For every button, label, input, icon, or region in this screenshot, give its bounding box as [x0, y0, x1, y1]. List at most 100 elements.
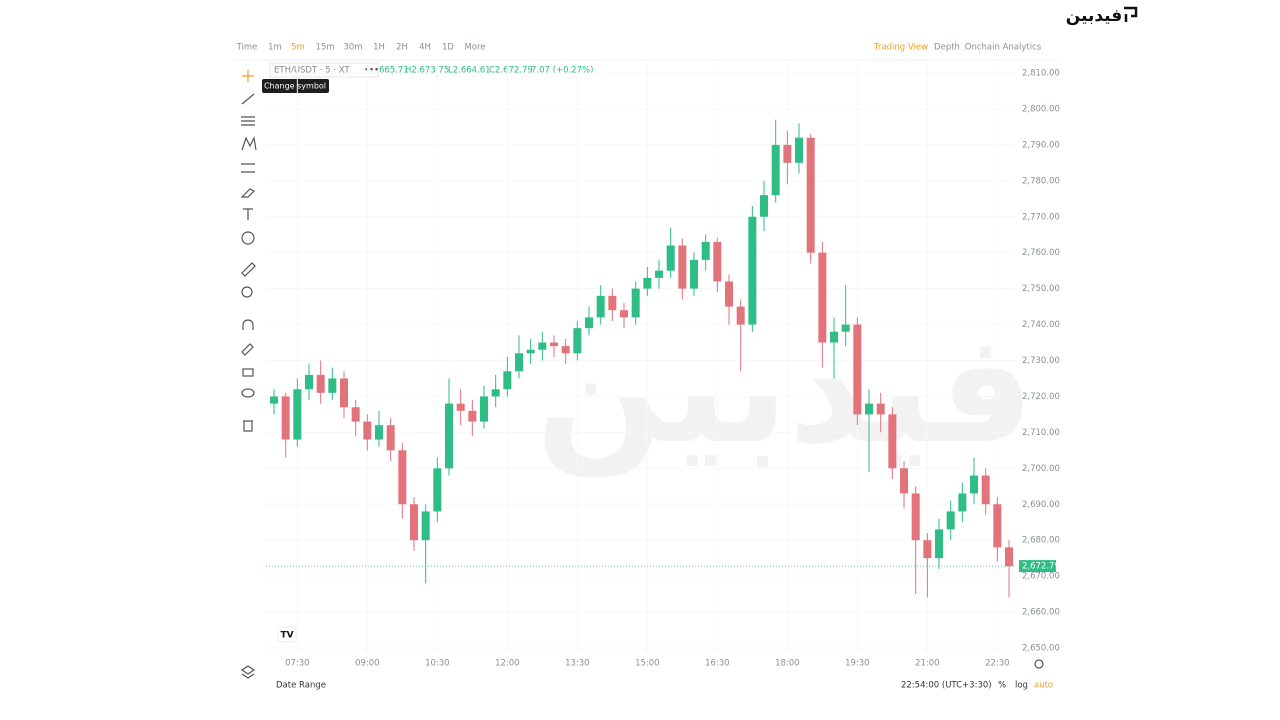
x-tick-label: 07:30	[285, 659, 310, 669]
projection-tool[interactable]	[241, 163, 255, 173]
lock-draw-tool[interactable]	[241, 343, 254, 356]
tv-logo-box	[277, 626, 297, 643]
last-price-label: 2,672.79	[1022, 562, 1060, 572]
candle-body	[445, 403, 454, 469]
candle-body	[876, 403, 885, 415]
interval-button[interactable]: 4H	[419, 43, 431, 53]
candle-body	[935, 529, 944, 559]
interval-button[interactable]: More	[464, 43, 485, 53]
interval-button[interactable]: 15m	[315, 43, 334, 53]
candle-body	[1005, 547, 1014, 567]
candle-body	[830, 331, 839, 343]
candle-body	[911, 493, 920, 541]
crosshair-tool[interactable]	[242, 70, 254, 82]
interval-button[interactable]: 5m	[291, 43, 305, 53]
interval-button[interactable]: 2H	[396, 43, 408, 53]
candle-body	[386, 425, 395, 451]
delete-tool[interactable]	[243, 420, 253, 432]
y-tick-label: 2,710.00	[1022, 428, 1060, 438]
tooltip: Change symbol	[264, 82, 326, 91]
y-tick-label: 2,700.00	[1022, 464, 1060, 474]
candle-body	[538, 342, 547, 350]
clock: 22:54:00 (UTC+3:30)	[901, 681, 992, 691]
candle-body	[305, 374, 314, 390]
candle-body	[853, 324, 862, 415]
candle-body	[923, 540, 932, 559]
log-toggle[interactable]: log	[1015, 681, 1028, 691]
candle-body	[585, 317, 594, 329]
y-tick-label: 2,810.00	[1022, 69, 1060, 79]
view-tab[interactable]: Trading View	[873, 43, 928, 53]
candle-body	[270, 396, 278, 404]
pattern-tool[interactable]	[241, 136, 257, 151]
candle-body	[561, 346, 570, 354]
candle-body	[806, 137, 815, 253]
candle-body	[503, 371, 512, 390]
date-range[interactable]: Date Range	[276, 681, 326, 691]
y-tick-label: 2,730.00	[1022, 356, 1060, 366]
x-tick-label: 09:00	[355, 659, 380, 669]
candle-body	[526, 349, 535, 354]
text-tool[interactable]	[243, 208, 253, 220]
y-tick-label: 2,720.00	[1022, 392, 1060, 402]
line-tool[interactable]	[241, 93, 255, 105]
view-tab[interactable]: Onchain Analytics	[965, 43, 1042, 53]
candle-body	[480, 396, 489, 422]
settings-button[interactable]	[1034, 659, 1044, 669]
candle-body	[981, 475, 990, 505]
candle-body	[550, 342, 559, 347]
candle-body	[655, 270, 664, 278]
percent-toggle[interactable]: %	[998, 681, 1006, 691]
candle-body	[818, 252, 827, 343]
interval-button[interactable]: 1m	[268, 43, 282, 53]
view-tab[interactable]: Depth	[934, 43, 960, 53]
candle-body	[760, 195, 769, 217]
candle-body	[736, 306, 745, 325]
candle-body	[701, 241, 710, 260]
last-price-tag	[1019, 560, 1056, 573]
symbol[interactable]: ETH/USDT · 5 · XT	[274, 66, 350, 76]
candle-body	[713, 241, 722, 282]
y-tick-label: 2,670.00	[1022, 572, 1060, 582]
emoji-tool[interactable]	[241, 231, 255, 245]
candle-body	[468, 410, 477, 422]
y-tick-label: 2,790.00	[1022, 140, 1060, 150]
interval-button[interactable]: 1D	[442, 43, 454, 53]
interval-button[interactable]: Time	[236, 43, 258, 53]
y-tick-label: 2,650.00	[1022, 644, 1060, 654]
candle-body	[771, 144, 780, 196]
candle-body	[608, 295, 617, 311]
tv-logo: TV	[280, 631, 293, 641]
ohlc-open: 665.71	[379, 66, 409, 76]
candle-body	[690, 259, 699, 289]
candle-body	[340, 378, 349, 408]
interval-button[interactable]: 30m	[343, 43, 362, 53]
interval-button[interactable]: 1H	[373, 43, 385, 53]
more-dots[interactable]: •••	[364, 66, 379, 76]
fib-tool[interactable]	[241, 116, 255, 126]
candle-body	[946, 511, 955, 530]
visibility-tool[interactable]	[241, 388, 255, 398]
y-tick-label: 2,660.00	[1022, 608, 1060, 618]
layers-button[interactable]	[240, 665, 256, 679]
candle-body	[958, 493, 967, 512]
candle-body	[351, 407, 360, 422]
candle-body	[865, 403, 874, 415]
candle-body	[970, 475, 979, 494]
brush-tool[interactable]	[240, 188, 256, 198]
x-tick-label: 19:30	[845, 659, 870, 669]
lock-tool[interactable]	[242, 368, 254, 377]
x-tick-label: 22:30	[985, 659, 1010, 669]
magnet-tool[interactable]	[242, 319, 254, 330]
ohlc-close: C2,672.79	[489, 66, 533, 76]
ohlc-change: 7.07 (+0.27%)	[531, 66, 593, 76]
candle-body	[993, 504, 1002, 548]
x-tick-label: 16:30	[705, 659, 730, 669]
ruler-tool[interactable]	[241, 262, 256, 277]
candle-body	[410, 504, 419, 541]
zoom-tool[interactable]	[241, 286, 253, 298]
auto-toggle[interactable]: auto	[1034, 681, 1053, 691]
candle-body	[783, 144, 792, 163]
